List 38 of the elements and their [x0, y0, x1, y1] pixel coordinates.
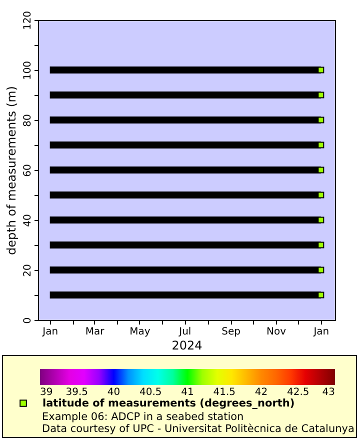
point	[318, 116, 324, 124]
y-tick-label: 100	[22, 60, 34, 80]
point	[318, 216, 324, 224]
y-tick-label: 120	[22, 10, 34, 30]
x-tick-label: Sep	[222, 326, 240, 338]
point	[318, 266, 324, 274]
text: Data courtesy of UPC - Universitat Politècnica de Catalunya	[42, 423, 354, 435]
legend-label: latitude of measurements (degrees_north)	[42, 397, 295, 410]
color-bar-label: 42	[254, 387, 268, 398]
y-tick-label: 60	[22, 164, 34, 177]
color-bar-label: 39.5	[66, 387, 88, 398]
point	[318, 92, 324, 98]
x-axis-title: 2024	[172, 338, 202, 352]
text: Example 06: ADCP in a seabed station	[42, 411, 244, 423]
color-bar-label: 40	[107, 387, 120, 398]
y-axis-title: depth of measurements (m)	[4, 86, 18, 255]
point	[318, 242, 324, 248]
y-tick-label: 40	[22, 214, 34, 227]
color-bar-label: 39	[40, 387, 53, 398]
y-tick-label: 80	[22, 114, 34, 127]
x-tick-label: Jan	[42, 326, 58, 338]
point	[318, 66, 324, 74]
x-tick-label: Jan	[312, 326, 330, 338]
y-tick-label: 0	[22, 317, 34, 324]
x-tick-label: Jul	[178, 326, 192, 338]
point	[318, 292, 324, 298]
point	[318, 166, 324, 174]
x-tick-label: Nov	[266, 326, 286, 338]
point	[318, 142, 324, 148]
y-tick-label: 20	[22, 264, 34, 277]
color-bar-label: 43	[322, 387, 335, 398]
color-bar-label: 42.5	[286, 387, 310, 398]
point	[318, 192, 324, 198]
x-tick-label: Mar	[85, 326, 106, 338]
color-bar-label: 40.5	[139, 387, 162, 398]
x-tick-label: May	[130, 326, 150, 338]
color-bar-label: 41.5	[213, 387, 236, 398]
color-bar-label: 41	[181, 387, 194, 398]
